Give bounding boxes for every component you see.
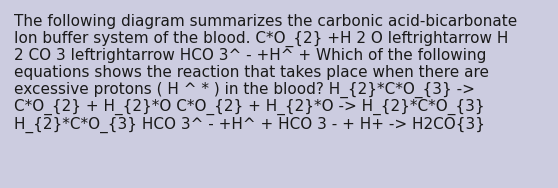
Text: The following diagram summarizes the carbonic acid-bicarbonate: The following diagram summarizes the car… [14, 14, 517, 29]
Text: H_{2}*C*O_{3} HCO 3^ - +H^ + HCO 3 - + H+ -> H2CO{3}: H_{2}*C*O_{3} HCO 3^ - +H^ + HCO 3 - + H… [14, 116, 485, 133]
Text: 2 CO 3 leftrightarrow HCO 3^ - +H^ + Which of the following: 2 CO 3 leftrightarrow HCO 3^ - +H^ + Whi… [14, 48, 487, 63]
Text: C*O_{2} + H_{2}*O C*O_{2} + H_{2}*O -> H_{2}*C*O_{3}: C*O_{2} + H_{2}*O C*O_{2} + H_{2}*O -> H… [14, 99, 485, 115]
Text: Ion buffer system of the blood. C*O_{2} +H 2 O leftrightarrow H: Ion buffer system of the blood. C*O_{2} … [14, 31, 508, 47]
Text: equations shows the reaction that takes place when there are: equations shows the reaction that takes … [14, 65, 489, 80]
Text: excessive protons ( H ^ * ) in the blood? H_{2}*C*O_{3} ->: excessive protons ( H ^ * ) in the blood… [14, 82, 475, 98]
